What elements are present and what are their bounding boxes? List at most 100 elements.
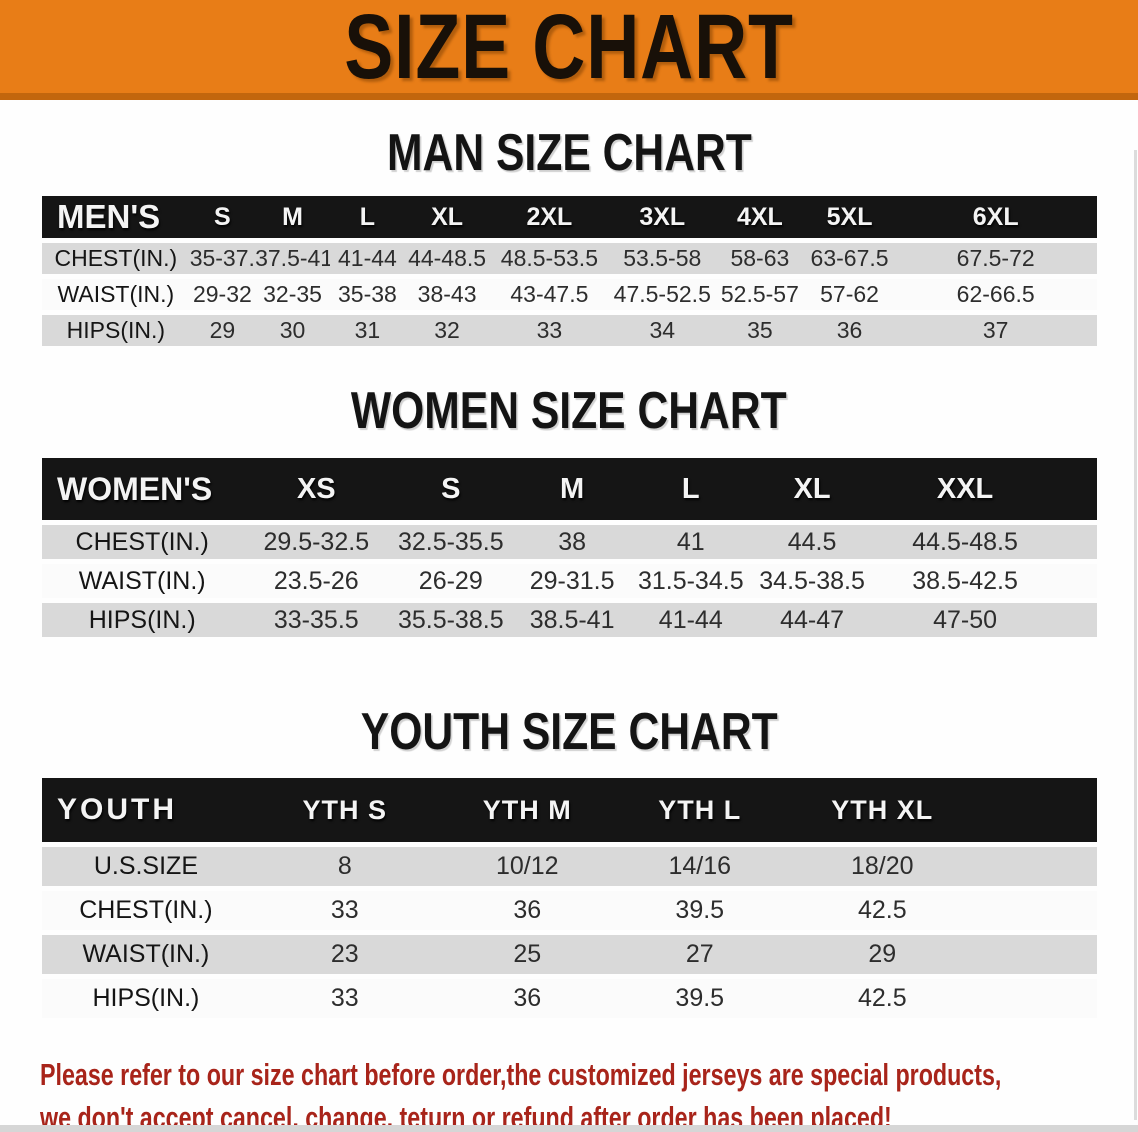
size-cell: 41 [632, 525, 749, 559]
size-cell: 31.5-34.5 [632, 564, 749, 598]
size-cell: 35 [715, 315, 805, 346]
size-cell: 25 [439, 935, 615, 974]
youth-column-header: YTH L [614, 778, 785, 842]
spacer-cell [1054, 525, 1097, 559]
men-table-row: HIPS(IN.) 29 30 31 32 33 34 35 36 37 [42, 315, 1097, 346]
row-label: HIPS(IN.) [42, 315, 190, 346]
row-label: HIPS(IN.) [42, 603, 243, 637]
size-cell: 48.5-53.5 [489, 243, 610, 274]
youth-size-table-container: YOUTH YTH S YTH M YTH L YTH XL U.S.SIZE 8 10/12… [0, 773, 1138, 1023]
men-column-header: XL [404, 196, 490, 238]
spacer-cell [979, 979, 1097, 1018]
size-cell: 36 [439, 891, 615, 930]
spacer-cell [979, 847, 1097, 886]
women-section-title: WOMEN SIZE CHART [351, 382, 787, 440]
men-column-header: L [329, 196, 405, 238]
size-cell: 62-66.5 [894, 279, 1097, 310]
men-column-header: S [189, 196, 256, 238]
size-cell: 23.5-26 [242, 564, 391, 598]
page-edge-bottom [0, 1125, 1138, 1132]
size-cell: 57-62 [804, 279, 895, 310]
size-cell: 32 [404, 315, 490, 346]
size-cell: 36 [804, 315, 895, 346]
size-cell: 37 [894, 315, 1097, 346]
women-header-row: WOMEN'S XS S M L XL XXL [42, 458, 1097, 520]
size-cell: 47.5-52.5 [609, 279, 716, 310]
size-cell: 38-43 [404, 279, 490, 310]
size-cell: 34 [609, 315, 716, 346]
size-cell: 35-38 [329, 279, 405, 310]
size-cell: 29 [189, 315, 256, 346]
row-label: CHEST(IN.) [42, 243, 190, 274]
size-cell: 58-63 [715, 243, 805, 274]
size-cell: 30 [255, 315, 330, 346]
spacer-cell [1054, 458, 1097, 520]
youth-header-row: YOUTH YTH S YTH M YTH L YTH XL [42, 778, 1097, 842]
men-column-header: M [255, 196, 330, 238]
size-cell: 39.5 [614, 979, 785, 1018]
size-cell: 32.5-35.5 [390, 525, 512, 559]
youth-column-header: YTH M [439, 778, 615, 842]
size-cell: 14/16 [614, 847, 785, 886]
row-label: WAIST(IN.) [42, 564, 243, 598]
size-cell: 67.5-72 [894, 243, 1097, 274]
size-cell: 35-37.5 [189, 243, 256, 274]
size-cell: 38.5-41 [511, 603, 633, 637]
size-cell: 34.5-38.5 [748, 564, 876, 598]
size-cell: 36 [439, 979, 615, 1018]
size-cell: 29-31.5 [511, 564, 633, 598]
men-section-title: MAN SIZE CHART [386, 124, 752, 182]
women-table-row: WAIST(IN.) 23.5-26 26-29 29-31.5 31.5-34.5 34… [42, 564, 1097, 598]
size-cell: 39.5 [614, 891, 785, 930]
size-cell: 29-32 [189, 279, 256, 310]
size-cell: 32-35 [255, 279, 330, 310]
youth-size-table: YOUTH YTH S YTH M YTH L YTH XL U.S.SIZE 8 10/12… [42, 773, 1097, 1023]
youth-section-title: YOUTH SIZE CHART [360, 703, 778, 761]
size-cell: 44-47 [748, 603, 876, 637]
size-cell: 63-67.5 [804, 243, 895, 274]
men-column-header: 2XL [489, 196, 610, 238]
size-cell: 27 [614, 935, 785, 974]
women-column-header: XXL [875, 458, 1055, 520]
men-header-row: MEN'S S M L XL 2XL 3XL 4XL 5XL 6XL [42, 196, 1097, 238]
spacer-cell [1054, 564, 1097, 598]
row-label: WAIST(IN.) [42, 279, 190, 310]
size-cell: 37.5-41 [255, 243, 330, 274]
size-cell: 35.5-38.5 [390, 603, 512, 637]
size-cell: 31 [329, 315, 405, 346]
women-table-row: HIPS(IN.) 33-35.5 35.5-38.5 38.5-41 41-44 44-… [42, 603, 1097, 637]
men-table-row: CHEST(IN.)35-37.537.5-4141-4444-48.548.5… [42, 243, 1097, 274]
women-column-header: S [390, 458, 512, 520]
size-cell: 41-44 [329, 243, 405, 274]
women-size-table: WOMEN'S XS S M L XL XXL CHEST(IN.) 29.5-32.5 32.5… [42, 453, 1097, 642]
youth-table-row: U.S.SIZE 8 10/12 14/16 18/20 [42, 847, 1097, 886]
size-cell: 53.5-58 [609, 243, 716, 274]
size-cell: 42.5 [784, 979, 980, 1018]
size-cell: 29 [784, 935, 980, 974]
size-cell: 38 [511, 525, 633, 559]
size-cell: 41-44 [632, 603, 749, 637]
size-cell: 10/12 [439, 847, 615, 886]
size-cell: 44.5 [748, 525, 876, 559]
size-cell: 33 [489, 315, 610, 346]
youth-table-row: HIPS(IN.) 33 36 39.5 42.5 [42, 979, 1097, 1018]
men-group-label: MEN'S [42, 196, 190, 238]
row-label: WAIST(IN.) [42, 935, 250, 974]
row-label: U.S.SIZE [42, 847, 250, 886]
size-cell: 18/20 [784, 847, 980, 886]
disclaimer-line-1: Please refer to our size chart before or… [40, 1057, 1002, 1092]
spacer-cell [1054, 603, 1097, 637]
size-cell: 42.5 [784, 891, 980, 930]
size-cell: 26-29 [390, 564, 512, 598]
youth-column-header: YTH XL [784, 778, 980, 842]
men-size-table-container: MEN'S S M L XL 2XL 3XL 4XL 5XL 6XL CHEST(IN.) 35-37… [0, 191, 1138, 351]
women-group-label: WOMEN'S [42, 458, 243, 520]
page-title: SIZE CHART [344, 0, 794, 98]
women-size-table-container: WOMEN'S XS S M L XL XXL CHEST(IN.) 29.5-32.5 32.5… [0, 453, 1138, 642]
size-cell: 8 [249, 847, 440, 886]
men-column-header: 6XL [894, 196, 1097, 238]
size-cell: 38.5-42.5 [875, 564, 1055, 598]
men-column-header: 4XL [715, 196, 805, 238]
row-label: HIPS(IN.) [42, 979, 250, 1018]
